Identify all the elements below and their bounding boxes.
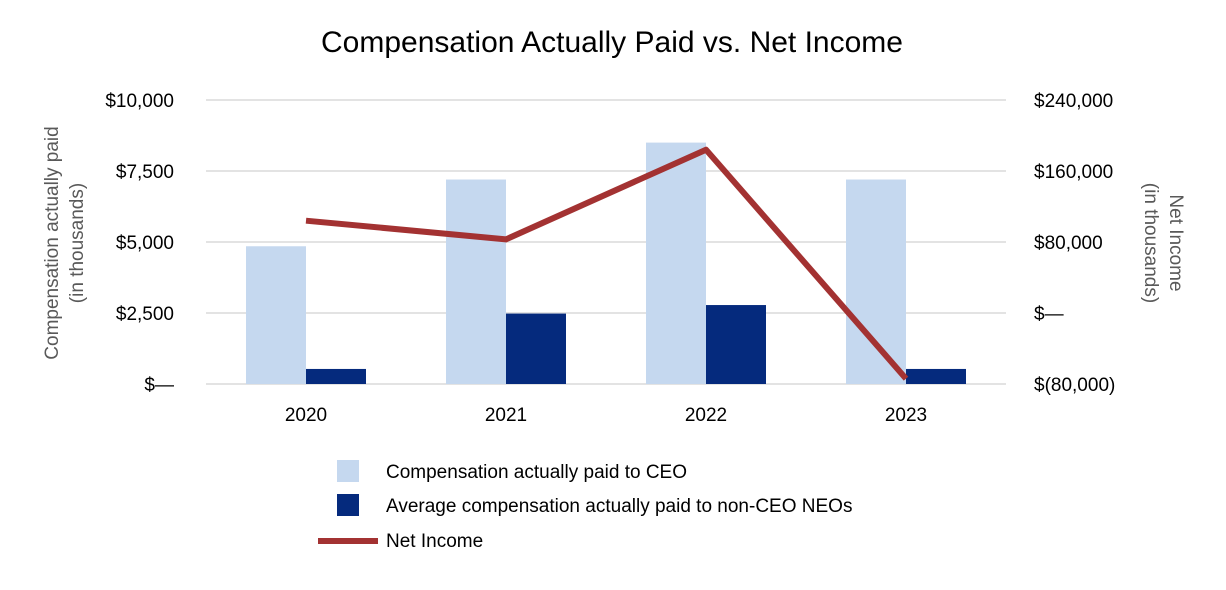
left-tick-label: $5,000 — [116, 233, 174, 254]
bar-ceo-2021 — [446, 179, 506, 384]
right-tick-label: $160,000 — [1034, 162, 1113, 183]
x-tick-label: 2022 — [685, 405, 727, 426]
left-axis-ticks: $— $2,500 $5,000 $7,500 $10,000 — [105, 91, 174, 396]
left-tick-label: $2,500 — [116, 304, 174, 325]
legend-label-ceo: Compensation actually paid to CEO — [386, 462, 687, 483]
bar-ceo-2022 — [646, 142, 706, 384]
left-tick-label: $7,500 — [116, 162, 174, 183]
left-tick-label: $10,000 — [105, 91, 174, 112]
right-tick-label: $(80,000) — [1034, 375, 1115, 396]
right-axis-title: Net Income (in thousands) — [1140, 183, 1186, 303]
net-income-line — [305, 146, 909, 381]
bar-ceo-2020 — [246, 246, 306, 384]
right-axis-ticks: $(80,000) $— $80,000 $160,000 $240,000 — [1034, 91, 1115, 396]
x-tick-label: 2021 — [485, 405, 527, 426]
x-axis-ticks: 2020 2021 2022 2023 — [285, 405, 927, 426]
legend-label-net-income: Net Income — [386, 531, 483, 552]
net-income-polyline — [305, 146, 909, 381]
legend: Compensation actually paid to CEO Averag… — [318, 460, 852, 552]
legend-label-neo: Average compensation actually paid to no… — [386, 496, 852, 517]
right-tick-label: $— — [1034, 304, 1064, 325]
left-axis-title: Compensation actually paid (in thousands… — [42, 126, 88, 359]
right-tick-label: $240,000 — [1034, 91, 1113, 112]
svg-text:Net Income: Net Income — [1165, 194, 1186, 291]
bar-neo-2020 — [306, 368, 366, 384]
svg-text:(in thousands): (in thousands) — [1140, 183, 1161, 303]
bar-neo-2023 — [906, 368, 966, 384]
legend-swatch-neo — [337, 494, 359, 516]
bar-ceo-2023 — [846, 179, 906, 384]
x-tick-label: 2020 — [285, 405, 327, 426]
left-tick-label: $— — [144, 375, 174, 396]
x-tick-label: 2023 — [885, 405, 927, 426]
bars — [246, 142, 966, 384]
right-tick-label: $80,000 — [1034, 233, 1103, 254]
chart-title: Compensation Actually Paid vs. Net Incom… — [321, 26, 903, 59]
legend-swatch-ceo — [337, 460, 359, 482]
bar-neo-2021 — [506, 313, 566, 384]
svg-text:Compensation actually paid: Compensation actually paid — [42, 126, 63, 359]
bar-neo-2022 — [706, 305, 766, 384]
svg-text:(in thousands): (in thousands) — [67, 183, 88, 303]
